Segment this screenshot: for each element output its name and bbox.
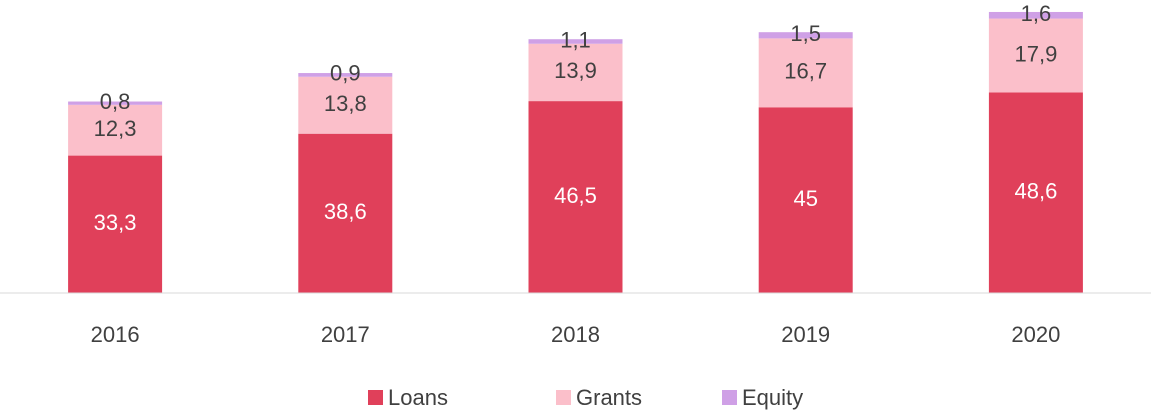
x-tick-label: 2017 xyxy=(321,322,370,347)
bar-segment xyxy=(298,73,393,77)
bar-segment xyxy=(988,92,1083,293)
data-label: 1,5 xyxy=(790,21,821,46)
data-label: 33,3 xyxy=(94,210,137,235)
data-label: 0,8 xyxy=(100,89,131,114)
data-label: 48,6 xyxy=(1014,179,1057,204)
legend-label: Grants xyxy=(576,385,642,410)
x-tick-label: 2019 xyxy=(781,322,830,347)
bar-segment xyxy=(68,155,163,293)
data-label: 46,5 xyxy=(554,183,597,208)
bar-segment xyxy=(758,32,853,39)
legend-swatch xyxy=(556,390,571,405)
bar-segment xyxy=(68,104,163,156)
legend-label: Equity xyxy=(742,385,803,410)
bar-segment xyxy=(68,101,163,105)
bar-segment xyxy=(298,133,393,293)
data-label: 13,8 xyxy=(324,91,367,116)
bar-segment xyxy=(298,76,393,134)
data-label: 38,6 xyxy=(324,199,367,224)
data-label: 17,9 xyxy=(1014,41,1057,66)
legend-swatch xyxy=(368,390,383,405)
legend-label: Loans xyxy=(388,385,448,410)
x-tick-label: 2018 xyxy=(551,322,600,347)
data-label: 13,9 xyxy=(554,58,597,83)
data-label: 1,1 xyxy=(560,27,591,52)
bar-segment xyxy=(758,107,853,293)
data-label: 1,6 xyxy=(1021,1,1052,26)
bar-segment xyxy=(988,11,1083,19)
bar-segment xyxy=(988,18,1083,93)
x-tick-label: 2016 xyxy=(91,322,140,347)
data-label: 12,3 xyxy=(94,116,137,141)
bar-segment xyxy=(528,39,623,44)
bar-segment xyxy=(528,101,623,293)
bar-segment xyxy=(528,43,623,102)
legend-swatch xyxy=(722,390,737,405)
data-label: 45 xyxy=(793,186,817,211)
data-label: 16,7 xyxy=(784,59,827,84)
data-label: 0,9 xyxy=(330,61,361,86)
x-tick-label: 2020 xyxy=(1011,322,1060,347)
bar-segment xyxy=(758,38,853,108)
